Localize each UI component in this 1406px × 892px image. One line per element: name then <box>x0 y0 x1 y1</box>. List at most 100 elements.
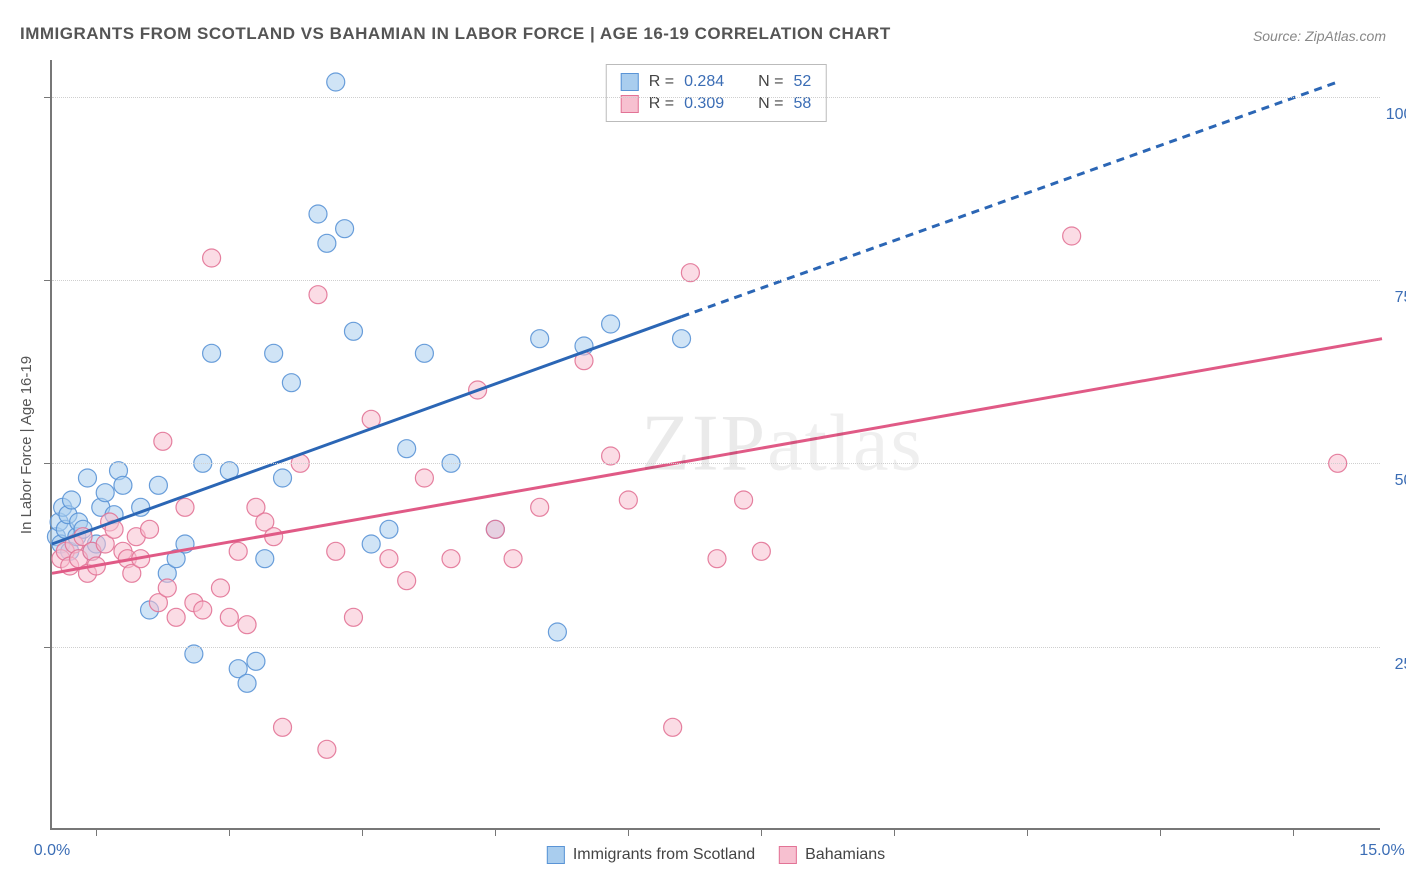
scatter-point <box>752 542 770 560</box>
scatter-point <box>318 740 336 758</box>
plot-area: R =0.284N =52R =0.309N =58 ZIPatlas Immi… <box>50 60 1380 830</box>
scatter-point <box>203 344 221 362</box>
scatter-point <box>194 601 212 619</box>
scatter-point <box>735 491 753 509</box>
scatter-point <box>327 73 345 91</box>
y-axis-tick-label: 50.0% <box>1395 472 1406 490</box>
y-axis-tick-label: 25.0% <box>1395 656 1406 674</box>
scatter-point <box>238 616 256 634</box>
scatter-point <box>336 220 354 238</box>
y-axis-tick <box>44 97 52 98</box>
legend-series-label: Immigrants from Scotland <box>573 846 755 864</box>
scatter-point <box>238 674 256 692</box>
scatter-point <box>309 205 327 223</box>
scatter-point <box>63 491 81 509</box>
y-axis-tick <box>44 280 52 281</box>
y-axis-tick <box>44 647 52 648</box>
chart-title: IMMIGRANTS FROM SCOTLAND VS BAHAMIAN IN … <box>20 24 891 44</box>
y-axis-tick <box>44 463 52 464</box>
legend-r-value: 0.309 <box>684 95 724 113</box>
scatter-point <box>673 330 691 348</box>
legend-series-item: Bahamians <box>779 846 885 864</box>
x-axis-tick <box>628 828 629 836</box>
y-axis-tick-label: 75.0% <box>1395 289 1406 307</box>
scatter-point <box>380 550 398 568</box>
scatter-point <box>114 476 132 494</box>
scatter-point <box>415 344 433 362</box>
scatter-point <box>415 469 433 487</box>
legend-series: Immigrants from Scotland Bahamians <box>547 846 885 864</box>
legend-n-value: 58 <box>793 95 811 113</box>
source-value: ZipAtlas.com <box>1305 28 1386 44</box>
scatter-point <box>158 579 176 597</box>
scatter-point <box>619 491 637 509</box>
scatter-point <box>185 645 203 663</box>
legend-r-label: R = <box>649 73 674 91</box>
scatter-point <box>141 520 159 538</box>
scatter-point <box>664 718 682 736</box>
scatter-point <box>96 484 114 502</box>
scatter-point <box>247 652 265 670</box>
scatter-point <box>167 608 185 626</box>
scatter-point <box>265 344 283 362</box>
scatter-point <box>504 550 522 568</box>
source-label: Source: <box>1253 28 1301 44</box>
legend-n-label: N = <box>758 95 783 113</box>
chart-container: IMMIGRANTS FROM SCOTLAND VS BAHAMIAN IN … <box>0 0 1406 892</box>
legend-swatch <box>547 846 565 864</box>
x-axis-tick <box>1293 828 1294 836</box>
gridline-horizontal <box>52 463 1380 464</box>
scatter-point <box>344 608 362 626</box>
scatter-point <box>282 374 300 392</box>
scatter-point <box>531 330 549 348</box>
scatter-point <box>256 550 274 568</box>
scatter-point <box>344 322 362 340</box>
scatter-point <box>229 542 247 560</box>
y-axis-label: In Labor Force | Age 16-19 <box>18 356 35 534</box>
x-axis-tick <box>761 828 762 836</box>
scatter-point <box>442 550 460 568</box>
gridline-horizontal <box>52 97 1380 98</box>
legend-n-label: N = <box>758 73 783 91</box>
scatter-point <box>176 498 194 516</box>
scatter-point <box>398 572 416 590</box>
scatter-point <box>274 718 292 736</box>
legend-n-value: 52 <box>793 73 811 91</box>
scatter-point <box>681 264 699 282</box>
chart-svg <box>52 60 1380 828</box>
legend-series-label: Bahamians <box>805 846 885 864</box>
scatter-point <box>318 234 336 252</box>
scatter-point <box>78 469 96 487</box>
x-axis-tick-label: 0.0% <box>34 842 70 860</box>
x-axis-tick <box>362 828 363 836</box>
legend-swatch <box>621 95 639 113</box>
x-axis-tick <box>894 828 895 836</box>
scatter-point <box>380 520 398 538</box>
scatter-point <box>154 432 172 450</box>
x-axis-tick <box>229 828 230 836</box>
legend-r-label: R = <box>649 95 674 113</box>
x-axis-tick <box>1027 828 1028 836</box>
scatter-point <box>327 542 345 560</box>
scatter-point <box>362 535 380 553</box>
legend-series-item: Immigrants from Scotland <box>547 846 755 864</box>
legend-correlation-row: R = 0.284 N = 52 <box>621 71 812 93</box>
scatter-point <box>548 623 566 641</box>
scatter-point <box>149 476 167 494</box>
scatter-point <box>309 286 327 304</box>
legend-correlation: R = 0.284 N = 52 R = 0.309 N = 58 <box>606 64 827 122</box>
scatter-point <box>602 315 620 333</box>
scatter-point <box>1063 227 1081 245</box>
trendline <box>52 317 682 544</box>
legend-r-value: 0.284 <box>684 73 724 91</box>
scatter-point <box>203 249 221 267</box>
scatter-point <box>211 579 229 597</box>
scatter-point <box>274 469 292 487</box>
scatter-point <box>398 440 416 458</box>
gridline-horizontal <box>52 280 1380 281</box>
scatter-point <box>486 520 504 538</box>
x-axis-tick <box>96 828 97 836</box>
x-axis-tick <box>1160 828 1161 836</box>
source-attribution: Source: ZipAtlas.com <box>1253 28 1386 44</box>
scatter-point <box>220 608 238 626</box>
